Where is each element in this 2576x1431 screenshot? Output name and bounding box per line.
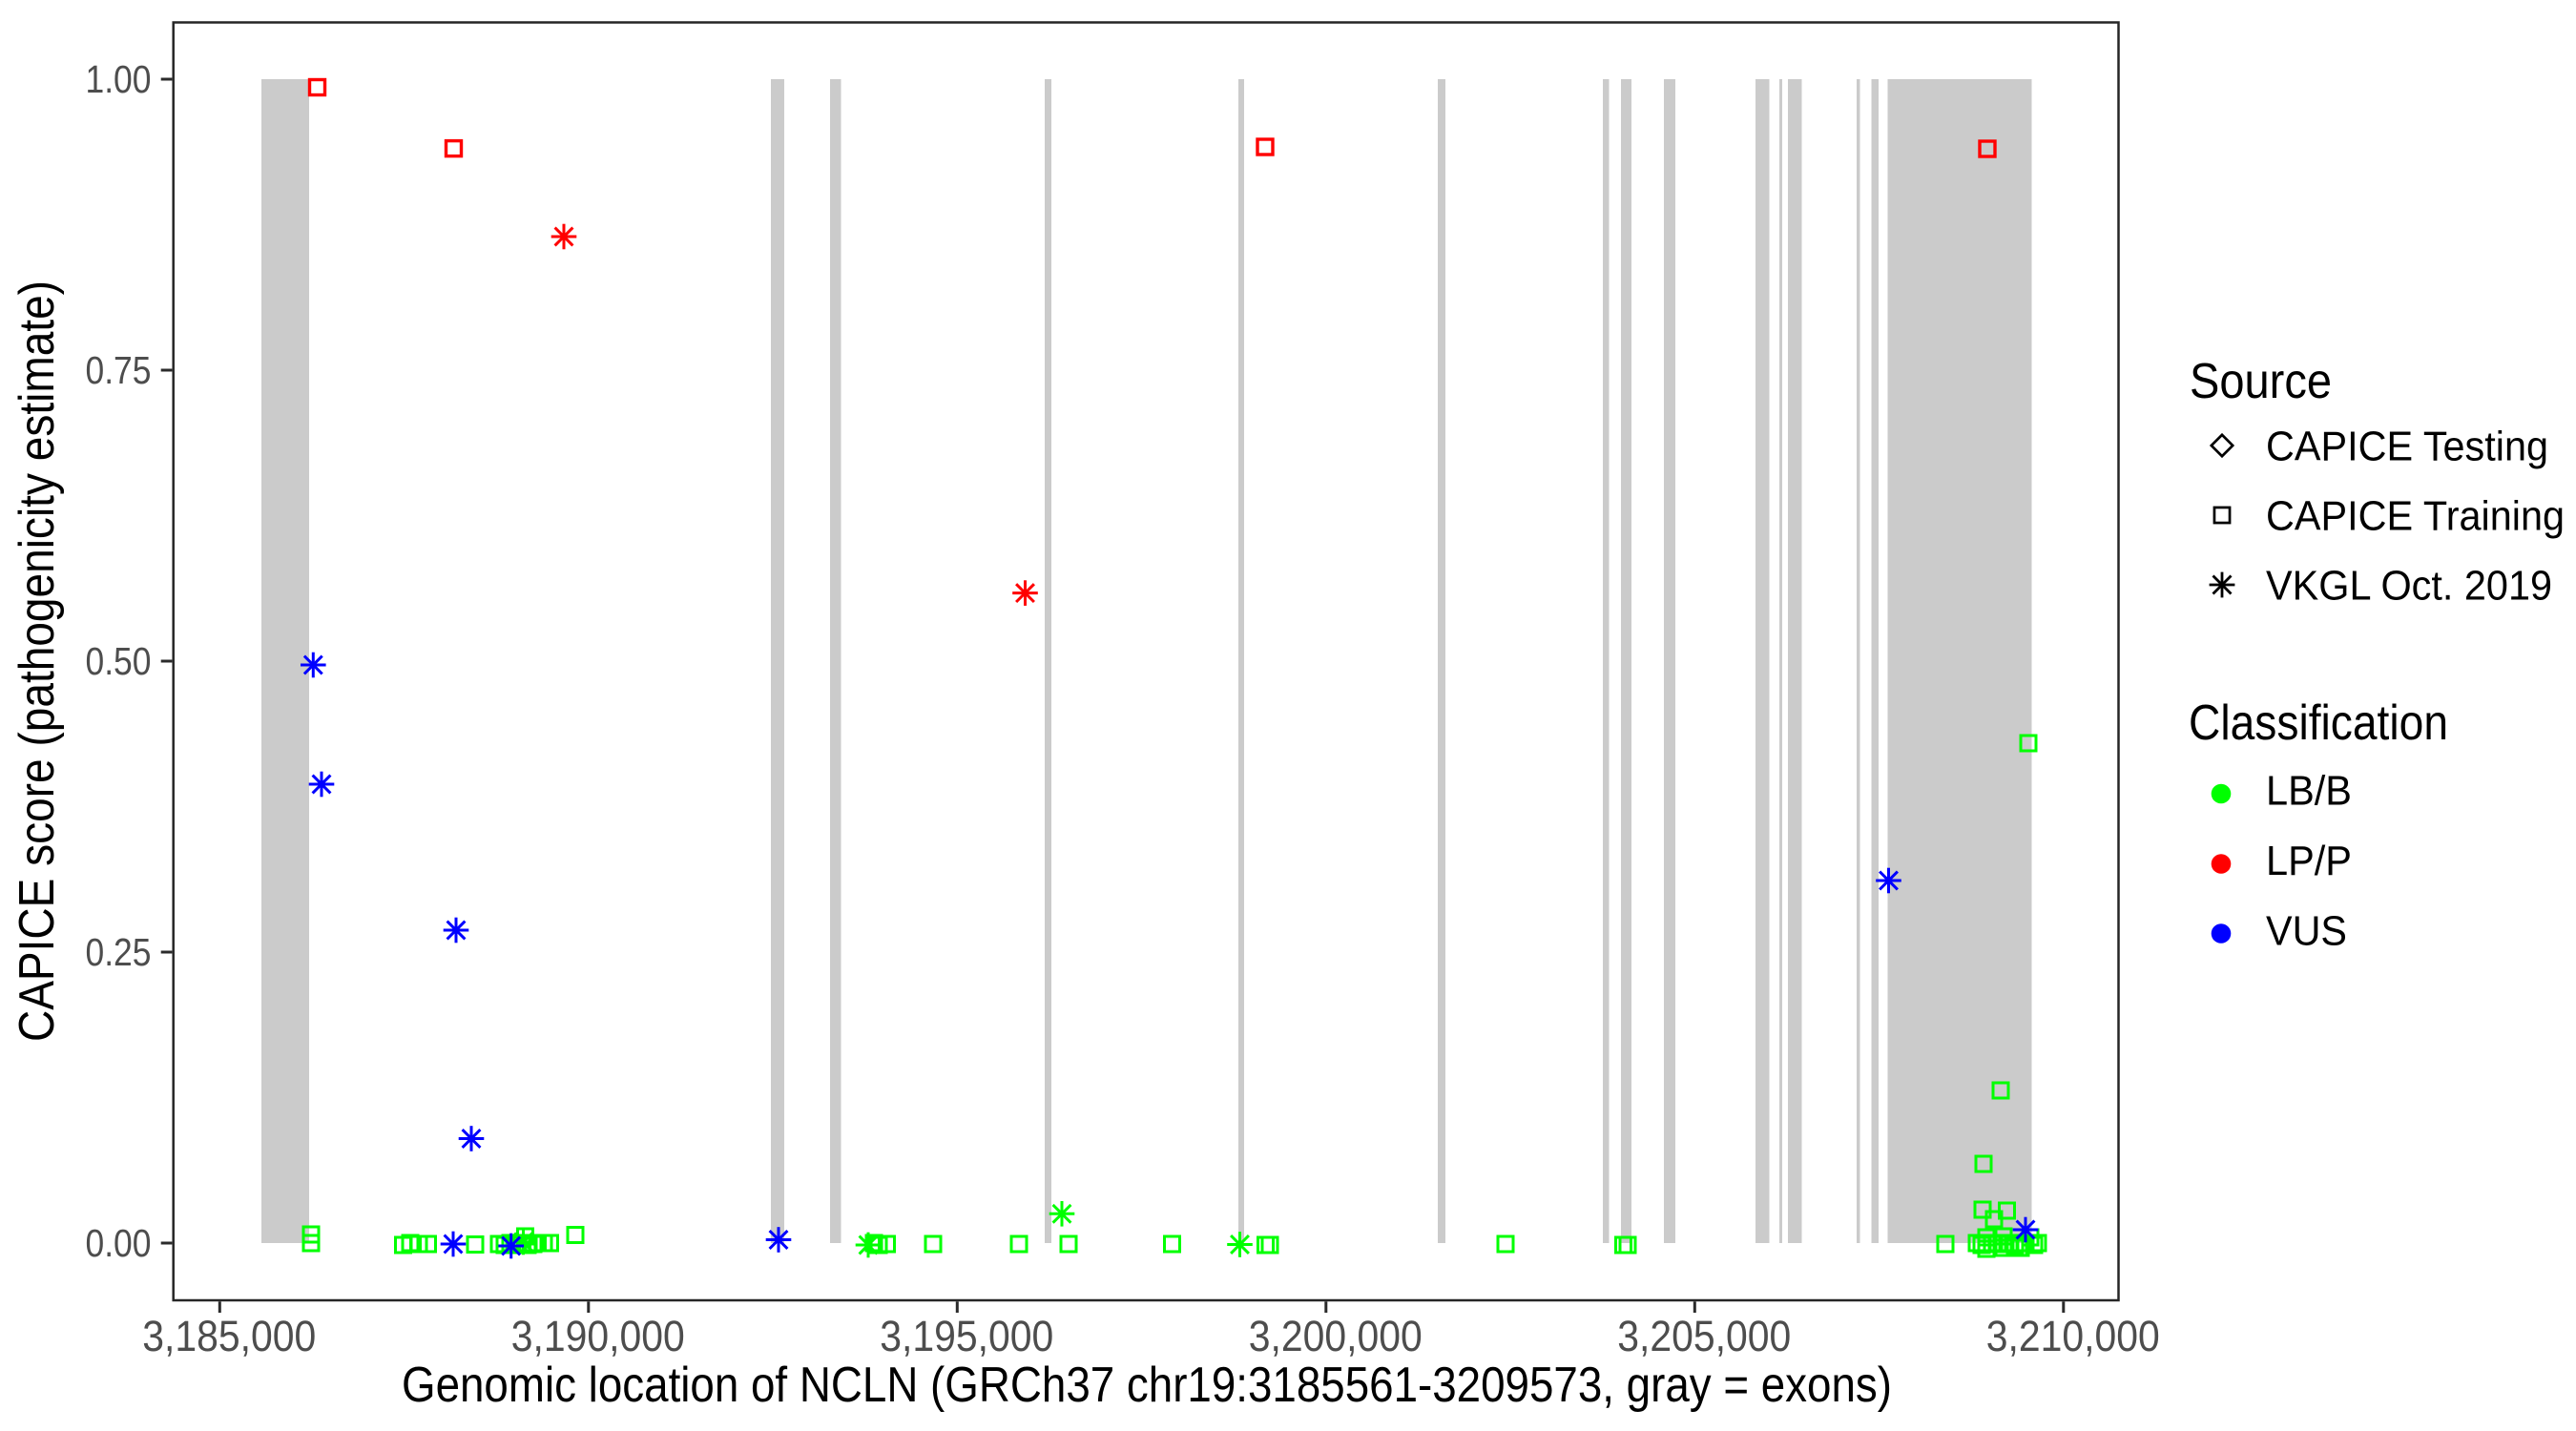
svg-text:CAPICE Testing: CAPICE Testing (2266, 424, 2548, 470)
svg-text:3,195,000: 3,195,000 (880, 1312, 1053, 1360)
svg-text:Source: Source (2190, 354, 2332, 409)
svg-text:CAPICE Training: CAPICE Training (2266, 493, 2565, 540)
svg-text:VKGL Oct. 2019: VKGL Oct. 2019 (2266, 563, 2552, 610)
svg-text:0.00: 0.00 (86, 1221, 152, 1265)
svg-text:LP/P: LP/P (2266, 838, 2352, 884)
svg-text:0.50: 0.50 (86, 639, 152, 683)
svg-text:0.25: 0.25 (86, 930, 152, 974)
svg-text:CAPICE score (pathogenicity es: CAPICE score (pathogenicity estimate) (10, 280, 65, 1042)
svg-text:0.75: 0.75 (86, 348, 152, 392)
svg-text:3,210,000: 3,210,000 (1986, 1312, 2160, 1360)
svg-text:VUS: VUS (2266, 908, 2347, 955)
svg-text:3,205,000: 3,205,000 (1617, 1312, 1791, 1360)
svg-text:Classification: Classification (2189, 695, 2448, 751)
svg-text:3,200,000: 3,200,000 (1249, 1312, 1423, 1360)
svg-text:3,190,000: 3,190,000 (511, 1312, 685, 1360)
svg-text:Genomic location of NCLN (GRCh: Genomic location of NCLN (GRCh37 chr19:3… (402, 1358, 1892, 1413)
svg-text:LB/B: LB/B (2266, 768, 2352, 815)
svg-text:1.00: 1.00 (86, 57, 152, 101)
svg-text:3,185,000: 3,185,000 (142, 1312, 316, 1360)
